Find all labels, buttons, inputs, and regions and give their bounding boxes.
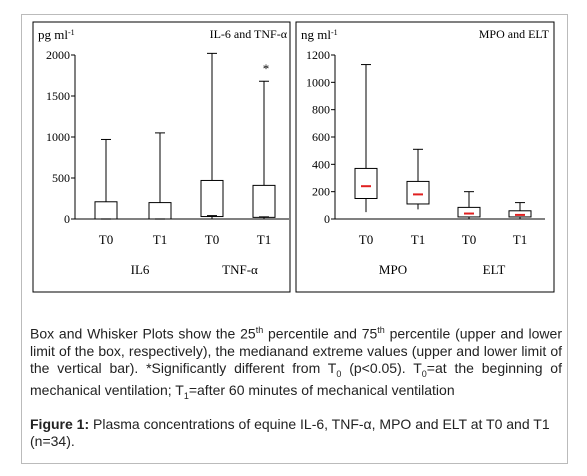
y-tick-label: 0 xyxy=(64,212,70,226)
x-tick-label: T0 xyxy=(205,232,219,247)
box xyxy=(94,201,118,220)
panel-b-frame xyxy=(295,21,555,293)
box xyxy=(200,179,224,218)
x-tick-label: T0 xyxy=(99,232,113,247)
x-tick-label: T0 xyxy=(462,232,476,247)
unit-superscript: -1 xyxy=(331,28,338,37)
y-tick-label: 1500 xyxy=(46,89,70,103)
x-tick-label: T0 xyxy=(359,232,373,247)
figure-frame xyxy=(21,14,568,464)
x-tick-label: T1 xyxy=(513,232,527,247)
figure-note: Box and Whisker Plots show the 25th perc… xyxy=(30,325,562,402)
x-tick-label: T1 xyxy=(411,232,425,247)
box xyxy=(508,210,532,218)
unit-superscript: -1 xyxy=(68,28,75,37)
figure-caption: Figure 1: Plasma concentrations of equin… xyxy=(30,416,562,450)
y-tick-label: 600 xyxy=(312,130,330,144)
x-tick-label: T1 xyxy=(153,232,167,247)
y-tick-label: 1000 xyxy=(306,75,330,89)
unit-label: ng ml-1 xyxy=(301,27,338,42)
box xyxy=(148,202,172,220)
panel-b: ng ml-1 MPO and ELT 0 200 400 600 800 1000 1200 T… xyxy=(301,27,550,277)
group-label: TNF-α xyxy=(222,262,258,277)
box xyxy=(457,206,481,218)
group-label: MPO xyxy=(379,262,407,277)
box xyxy=(406,180,430,205)
y-tick-label: 800 xyxy=(312,103,330,117)
unit-label: pg ml-1 xyxy=(38,27,75,42)
panel-label: IL-6 and TNF-α xyxy=(210,27,288,41)
box xyxy=(252,184,276,218)
y-tick-label: 2000 xyxy=(46,48,70,62)
group-label: ELT xyxy=(483,262,506,277)
figure-label: Figure 1: xyxy=(30,416,90,432)
y-tick-label: 1200 xyxy=(306,48,330,62)
significance-mark: * xyxy=(263,61,270,76)
figure-caption-text: Plasma concentrations of equine IL-6, TN… xyxy=(30,416,550,449)
y-tick-label: 200 xyxy=(312,185,330,199)
y-tick-label: 1000 xyxy=(46,130,70,144)
group-label: IL6 xyxy=(131,262,150,277)
y-tick-label: 0 xyxy=(324,212,330,226)
box xyxy=(354,167,378,199)
panel-a-frame xyxy=(32,21,291,293)
y-tick-label: 400 xyxy=(312,157,330,171)
x-tick-label: T1 xyxy=(257,232,271,247)
panel-label: MPO and ELT xyxy=(479,27,550,41)
y-tick-label: 500 xyxy=(52,171,70,185)
